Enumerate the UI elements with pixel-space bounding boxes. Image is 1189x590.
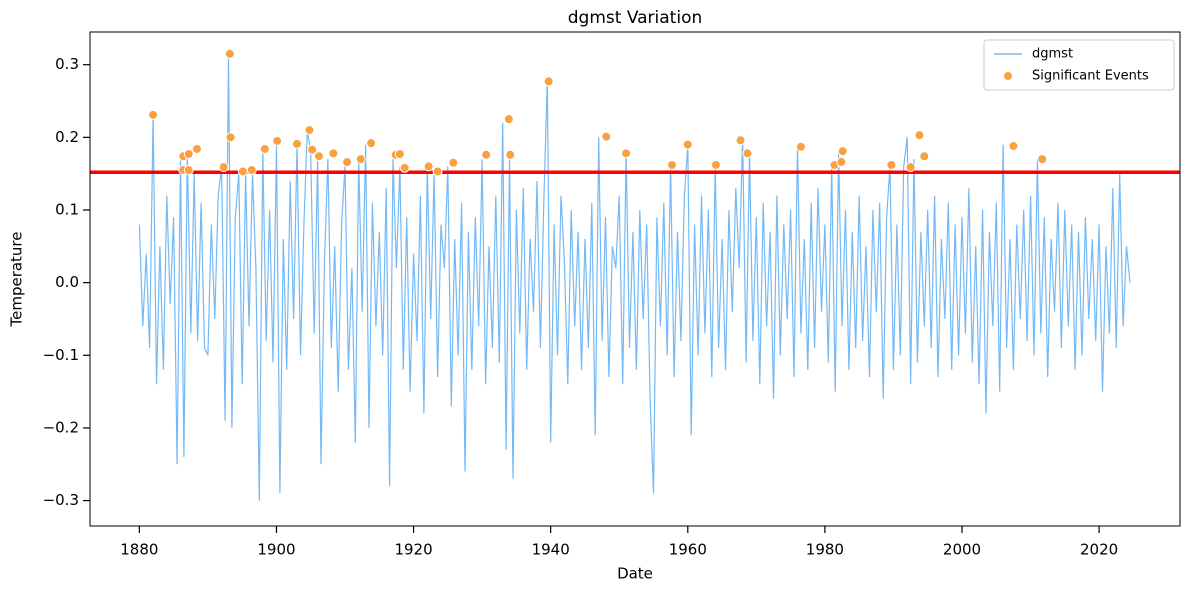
y-tick-label: 0.1	[55, 200, 79, 218]
event-point	[259, 143, 270, 154]
event-point	[1008, 141, 1019, 152]
event-point	[224, 48, 235, 59]
x-tick-label: 1960	[669, 541, 707, 559]
x-tick-label: 1920	[394, 541, 432, 559]
event-point	[710, 159, 721, 170]
chart-title: dgmst Variation	[568, 8, 703, 28]
event-point	[682, 139, 693, 150]
event-point	[543, 76, 554, 87]
event-point	[191, 143, 202, 154]
y-tick-label: 0.3	[55, 55, 79, 73]
event-point	[795, 141, 806, 152]
plot-frame	[89, 31, 1181, 527]
event-point	[183, 149, 194, 160]
event-point	[148, 109, 159, 120]
event-point	[621, 148, 632, 159]
event-point	[237, 166, 248, 177]
event-point	[313, 151, 324, 162]
event-point	[355, 154, 366, 165]
event-point	[742, 148, 753, 159]
y-tick-label: −0.3	[43, 491, 79, 509]
event-point	[394, 149, 405, 160]
event-point	[836, 157, 847, 168]
x-tick-label: 1940	[532, 541, 570, 559]
x-tick-label: 2020	[1080, 541, 1118, 559]
event-point	[432, 166, 443, 177]
x-tick-label: 1900	[257, 541, 295, 559]
event-point	[342, 157, 353, 168]
event-point	[328, 148, 339, 159]
legend-label: Significant Events	[1032, 69, 1149, 84]
x-axis-label: Date	[617, 565, 653, 583]
event-point	[919, 151, 930, 162]
event-point	[1037, 154, 1048, 165]
event-point	[225, 132, 236, 143]
event-point	[601, 131, 612, 142]
event-point	[307, 144, 318, 155]
event-point	[366, 138, 377, 149]
event-point	[218, 162, 229, 173]
event-point	[246, 165, 257, 176]
event-point	[837, 146, 848, 157]
y-axis-label: Temperature	[8, 231, 26, 327]
event-point	[399, 162, 410, 173]
event-point	[667, 159, 678, 170]
event-point	[448, 157, 459, 168]
data-line	[138, 57, 1131, 501]
y-tick-label: −0.1	[43, 346, 79, 364]
event-point	[503, 114, 514, 125]
event-point	[481, 149, 492, 160]
event-point	[292, 138, 303, 149]
legend-label: dgmst	[1032, 47, 1073, 62]
x-tick-label: 1980	[806, 541, 844, 559]
y-tick-label: 0.0	[55, 273, 79, 291]
event-point	[735, 135, 746, 146]
y-tick-label: 0.2	[55, 128, 79, 146]
y-tick-label: −0.2	[43, 418, 79, 436]
event-point	[272, 135, 283, 146]
event-point	[505, 149, 516, 160]
event-point	[886, 159, 897, 170]
event-point	[914, 130, 925, 141]
event-point	[905, 162, 916, 173]
x-tick-label: 1880	[120, 541, 158, 559]
event-point	[183, 165, 194, 176]
event-point	[304, 125, 315, 136]
x-tick-label: 2000	[943, 541, 981, 559]
legend-marker	[1003, 71, 1013, 81]
event-point	[423, 161, 434, 172]
legend-box	[983, 39, 1175, 91]
